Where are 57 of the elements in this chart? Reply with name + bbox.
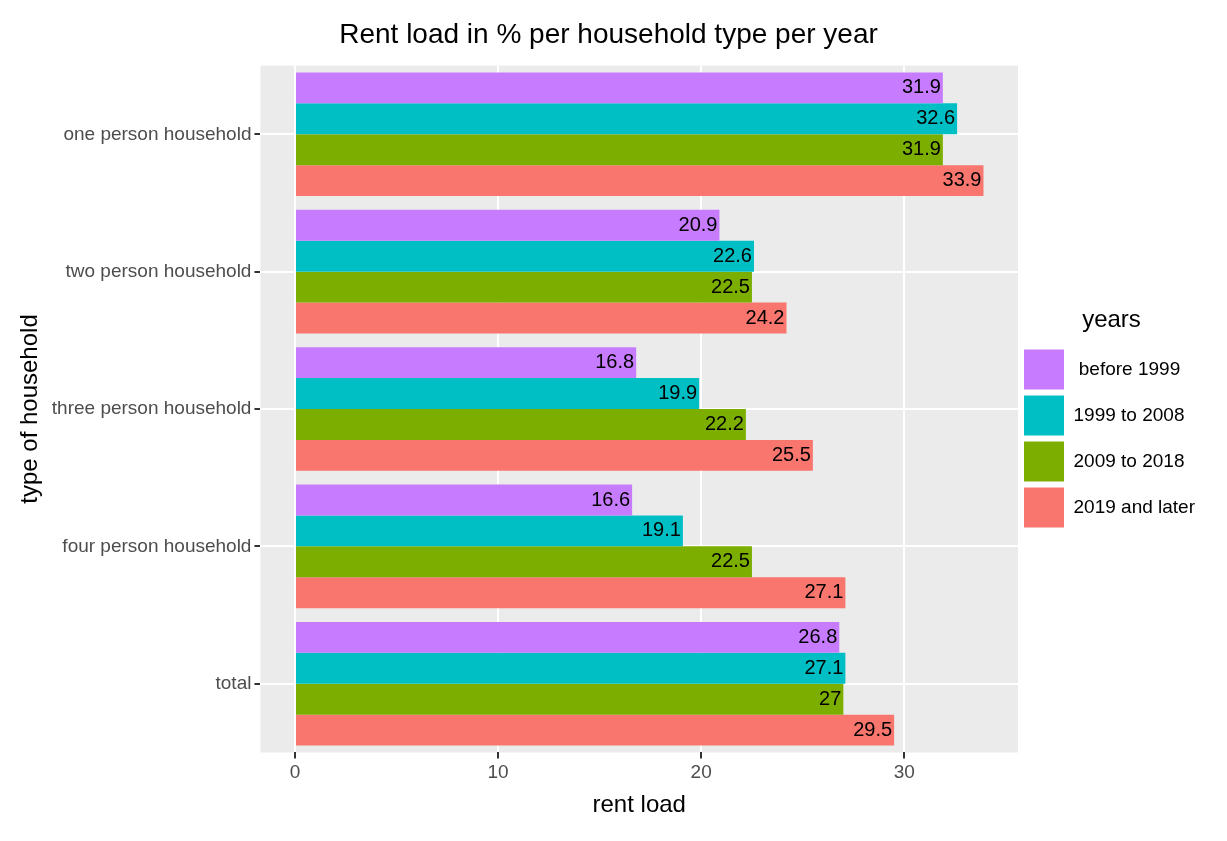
bar [295,621,840,653]
bar [295,378,700,409]
bar [295,347,637,379]
data-label: 19.1 [641,518,681,541]
legend-label: 1999 to 2008 [1073,403,1185,425]
data-label: 22.5 [711,549,750,572]
y-tick-label: one person household [63,122,252,144]
data-label: 22.2 [704,411,744,434]
data-label: 25.5 [771,442,811,465]
data-label: 16.8 [595,350,635,373]
y-tick-label: four person household [62,534,252,556]
legend-label: 2009 to 2018 [1073,449,1185,471]
legend-title: years [1082,305,1141,333]
bar [295,409,746,440]
data-label: 29.5 [853,717,893,740]
x-tick-label: 0 [289,761,301,783]
y-tick-label: three person household [51,397,252,419]
data-label: 31.9 [901,137,941,160]
bar [295,134,943,166]
y-tick-label: two person household [65,259,252,281]
data-label: 24.2 [745,305,785,328]
data-label: 19.9 [658,381,698,404]
legend-label: 2019 and later [1073,495,1196,517]
x-tick-label: 30 [893,761,915,783]
data-label: 22.5 [711,274,750,297]
bar [295,652,846,684]
bar [295,577,846,609]
data-label: 27.1 [804,655,844,678]
legend-label: before 1999 [1073,357,1181,379]
x-axis-title: rent load [592,790,686,818]
data-label: 27 [819,686,842,709]
bar [295,546,752,578]
x-tick-label: 20 [690,761,712,783]
bar [295,302,787,334]
y-axis-title: type of household [15,314,43,504]
bar [295,515,683,547]
data-label: 20.9 [678,212,718,235]
bar [295,240,754,272]
y-tick-label: total [215,671,252,693]
bar [295,484,633,516]
data-label: 26.8 [798,624,838,647]
data-label: 27.1 [804,580,844,603]
data-label: 16.6 [591,487,631,510]
bar [295,209,720,241]
bar [295,72,943,104]
x-tick-label: 10 [487,761,509,783]
data-label: 33.9 [942,168,982,191]
bar [295,683,844,715]
chart-title: Rent load in % per household type per year [339,17,878,49]
bar [295,271,752,303]
data-label: 31.9 [901,75,941,98]
data-label: 32.6 [916,106,956,129]
bar [295,165,984,197]
bar [295,439,813,471]
bar [295,103,958,135]
bar [295,714,895,746]
data-label: 22.6 [713,243,752,266]
